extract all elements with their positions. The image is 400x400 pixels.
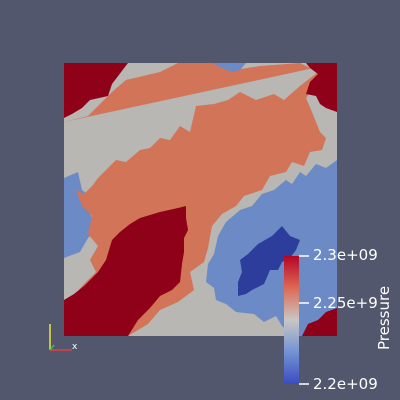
pressure-band-high-top-left bbox=[64, 63, 128, 118]
pressure-band-high-bottom-left bbox=[64, 206, 188, 336]
pressure-field-mesh[interactable] bbox=[64, 63, 337, 336]
pressure-band-lowest bbox=[238, 226, 300, 296]
orientation-axes bbox=[49, 324, 72, 351]
legend-label-mid: 2.25e+9 bbox=[313, 294, 378, 312]
legend-label-min: 2.2e+09 bbox=[313, 375, 378, 393]
legend-title: Pressure bbox=[375, 285, 393, 350]
x-axis-label: x bbox=[72, 342, 78, 352]
pressure-band-low-left bbox=[64, 172, 98, 258]
legend-label-max: 2.3e+09 bbox=[313, 246, 378, 264]
z-axis-line bbox=[49, 344, 55, 351]
pressure-band-low-top bbox=[212, 63, 246, 72]
pressure-band-high-top-right bbox=[306, 63, 337, 112]
color-legend-bar bbox=[284, 256, 299, 384]
pressure-band-high-bottom-right bbox=[302, 308, 337, 336]
